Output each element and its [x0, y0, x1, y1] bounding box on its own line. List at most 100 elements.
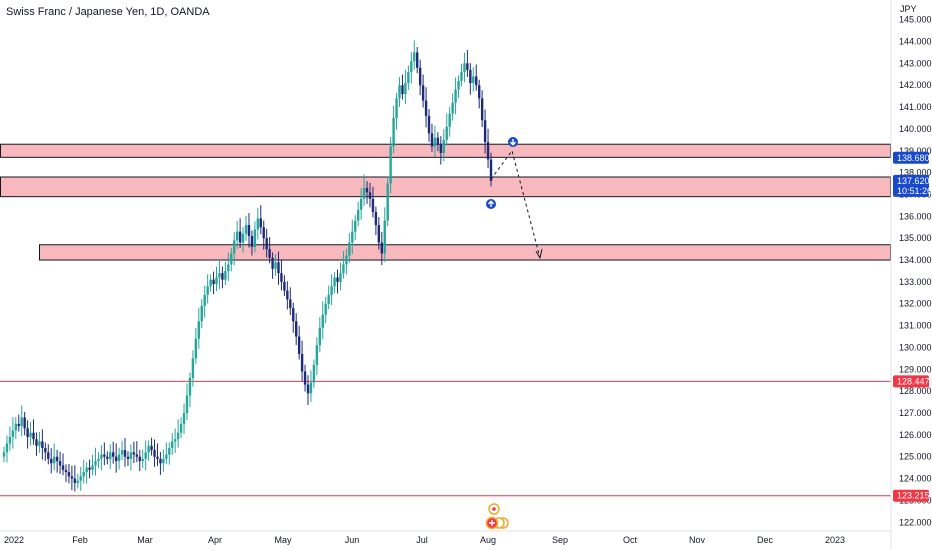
candle-body	[126, 456, 130, 459]
candle-body	[277, 262, 280, 274]
x-tick-label: Jun	[345, 535, 360, 545]
y-tick-label: 122.000	[899, 517, 932, 527]
price-tag	[893, 151, 929, 164]
candle-body	[5, 443, 9, 453]
candle-body	[215, 277, 218, 285]
candle-body	[430, 133, 434, 147]
candle-body	[356, 209, 360, 221]
x-tick-label: Oct	[623, 535, 638, 545]
candle-body	[153, 450, 156, 457]
candle-body	[336, 277, 339, 282]
candle-body	[315, 345, 319, 365]
candle-body	[386, 183, 389, 221]
candle-body	[483, 120, 487, 143]
candle-body	[469, 69, 472, 84]
candle-body	[475, 76, 478, 86]
candle-body	[463, 63, 466, 73]
candle-body	[424, 100, 428, 116]
candle-body	[26, 428, 29, 438]
candle-body	[244, 225, 248, 234]
candle-body	[421, 85, 425, 101]
candle-body	[286, 290, 289, 300]
candle-body	[173, 439, 177, 442]
x-tick-label: Feb	[72, 535, 88, 545]
candle-body	[300, 354, 304, 372]
candle-body	[392, 118, 395, 147]
candles	[2, 40, 493, 492]
candle-body	[413, 52, 416, 62]
candle-body	[82, 472, 85, 477]
candle-body	[404, 83, 407, 94]
price-zone[interactable]	[0, 176, 891, 198]
projection-path[interactable]	[490, 149, 543, 260]
candle-body	[253, 229, 257, 247]
price-tag	[893, 489, 929, 502]
candle-body	[345, 255, 348, 265]
price-zone[interactable]	[39, 244, 891, 261]
candle-body	[427, 115, 431, 134]
candle-body	[29, 432, 32, 438]
candle-body	[194, 338, 198, 359]
candle-body	[171, 441, 174, 448]
arrow-down-icon	[509, 139, 517, 146]
x-tick-label: Apr	[208, 535, 222, 545]
markers[interactable]	[485, 137, 518, 530]
y-tick-label: 136.000	[899, 211, 932, 221]
time-axis[interactable]: 2022 Feb Mar Apr May Jun Jul Aug Sep Oct Nov Dec 202…	[4, 535, 845, 545]
candle-body	[103, 454, 106, 457]
candle-body	[324, 303, 327, 315]
candle-body	[416, 52, 419, 68]
candle-body	[11, 430, 15, 438]
candle-body	[109, 452, 112, 459]
y-tick-label: 144.000	[899, 37, 932, 47]
candle-body	[312, 364, 316, 383]
price-zone[interactable]	[0, 143, 891, 158]
candle-body	[185, 395, 189, 413]
price-axis[interactable]: 145.000 144.000 143.000 142.000 141.000 140.0…	[899, 15, 932, 528]
candle-body	[132, 452, 136, 455]
price-tag-value: 137.620	[897, 176, 930, 186]
candle-body	[129, 452, 133, 459]
candle-body	[32, 432, 35, 440]
horizontal-lines[interactable]	[0, 380, 891, 497]
candle-body	[480, 98, 484, 121]
candle-body	[292, 308, 295, 322]
candle-body	[47, 452, 50, 459]
candle-body	[147, 445, 150, 453]
candle-body	[365, 187, 369, 193]
candle-body	[114, 456, 118, 462]
candle-body	[445, 126, 448, 140]
candle-body	[85, 467, 88, 472]
y-tick-label: 134.000	[899, 255, 932, 265]
candle-body	[230, 253, 233, 265]
projected-path[interactable]	[490, 149, 541, 258]
y-tick-label: 124.000	[899, 474, 932, 484]
candle-body	[374, 211, 378, 226]
y-tick-label: 131.000	[899, 321, 932, 331]
candle-body	[280, 273, 283, 282]
candle-body	[64, 469, 68, 472]
y-tick-label: 129.000	[899, 364, 932, 374]
candle-body	[94, 461, 97, 466]
candle-body	[250, 236, 254, 247]
support-resistance-zones[interactable]	[0, 143, 891, 261]
candle-body	[489, 159, 493, 181]
candle-body	[76, 480, 79, 483]
candle-body	[162, 458, 165, 464]
candle-body	[274, 262, 277, 269]
candle-body	[466, 63, 469, 70]
price-tag	[893, 174, 929, 197]
candle-body	[247, 225, 251, 236]
candle-body	[188, 378, 192, 396]
candle-body	[233, 240, 236, 254]
candle-body	[112, 452, 115, 457]
arrow-up-icon	[487, 200, 495, 207]
candle-body	[67, 472, 71, 477]
x-tick-label: Dec	[757, 535, 774, 545]
candle-body	[368, 192, 372, 199]
y-tick-label: 133.000	[899, 277, 932, 287]
price-tag-value: 123.215	[897, 491, 930, 501]
candle-body	[203, 295, 206, 306]
